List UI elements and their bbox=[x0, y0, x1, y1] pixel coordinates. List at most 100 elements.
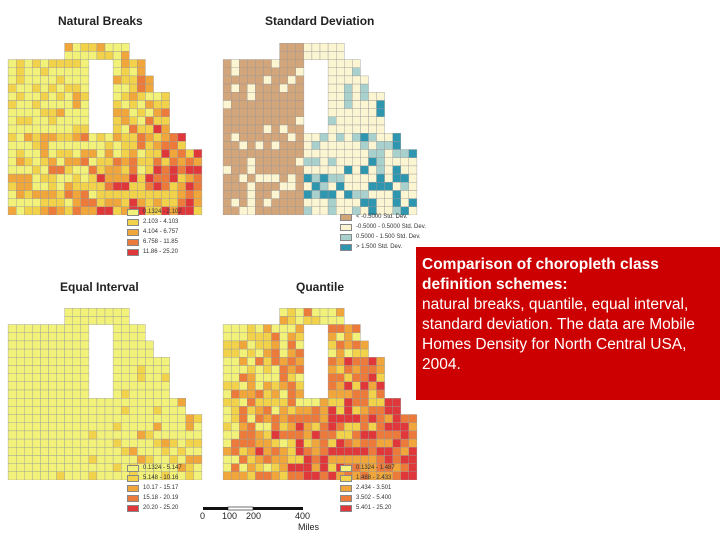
county-cell bbox=[360, 397, 369, 407]
county-cell bbox=[16, 381, 25, 391]
county-cell bbox=[392, 198, 401, 208]
county-cell bbox=[271, 414, 280, 423]
county-cell bbox=[145, 406, 154, 415]
county-cell bbox=[185, 430, 195, 440]
county-cell bbox=[335, 324, 345, 333]
county-cell bbox=[153, 389, 162, 399]
county-cell bbox=[400, 182, 410, 191]
county-cell bbox=[185, 206, 195, 215]
county-cell bbox=[231, 92, 240, 101]
county-cell bbox=[279, 165, 288, 175]
county-cell bbox=[24, 471, 33, 480]
county-cell bbox=[279, 340, 288, 350]
county-cell bbox=[263, 198, 272, 208]
county-cell bbox=[32, 357, 41, 366]
county-cell bbox=[137, 389, 146, 399]
county-cell bbox=[231, 206, 240, 215]
county-cell bbox=[368, 116, 377, 126]
county-cell bbox=[343, 430, 353, 440]
county-cell bbox=[343, 124, 353, 134]
county-cell bbox=[303, 430, 313, 440]
county-cell bbox=[193, 414, 203, 423]
county-cell bbox=[279, 307, 288, 317]
county-cell bbox=[239, 373, 248, 382]
county-cell bbox=[145, 83, 154, 93]
county-cell bbox=[64, 365, 73, 374]
county-cell bbox=[222, 59, 232, 68]
county-cell bbox=[32, 141, 41, 150]
county-cell bbox=[32, 397, 41, 407]
county-cell bbox=[193, 198, 203, 208]
county-cell bbox=[72, 59, 81, 68]
caption-body: natural breaks, quantile, equal interval… bbox=[422, 296, 695, 373]
county-cell bbox=[72, 149, 81, 158]
county-cell bbox=[32, 75, 41, 85]
county-cell bbox=[279, 422, 288, 432]
county-cell bbox=[64, 100, 73, 109]
county-cell bbox=[287, 92, 296, 101]
county-cell bbox=[222, 198, 232, 208]
county-cell bbox=[177, 422, 186, 432]
county-cell bbox=[231, 324, 240, 333]
county-cell bbox=[360, 92, 369, 101]
county-cell bbox=[222, 357, 232, 366]
county-cell bbox=[287, 182, 296, 191]
county-cell bbox=[222, 463, 232, 473]
legend-label: 2.434 - 3.501 bbox=[356, 485, 392, 491]
county-cell bbox=[48, 100, 57, 109]
county-cell bbox=[271, 190, 280, 199]
county-cell bbox=[376, 124, 385, 134]
county-cell bbox=[72, 198, 81, 208]
county-cell bbox=[48, 406, 57, 415]
county-cell bbox=[400, 198, 410, 208]
legend-item: 0.1324 - 2.102 bbox=[127, 207, 182, 217]
county-cell bbox=[16, 100, 25, 109]
county-cell bbox=[271, 389, 280, 399]
county-cell bbox=[231, 397, 240, 407]
county-cell bbox=[239, 67, 248, 77]
county-cell bbox=[255, 365, 264, 374]
county-cell bbox=[287, 463, 296, 473]
county-cell bbox=[128, 100, 138, 109]
county-cell bbox=[335, 357, 345, 366]
county-cell bbox=[48, 348, 57, 358]
county-cell bbox=[263, 67, 272, 77]
county-cell bbox=[287, 100, 296, 109]
county-cell bbox=[120, 389, 130, 399]
county-cell bbox=[263, 332, 272, 342]
county-cell bbox=[80, 182, 90, 191]
county-cell bbox=[247, 455, 256, 464]
county-cell bbox=[352, 92, 361, 101]
county-cell bbox=[408, 149, 418, 158]
county-cell bbox=[112, 116, 122, 126]
county-cell bbox=[112, 365, 122, 374]
county-cell bbox=[88, 397, 98, 407]
county-cell bbox=[376, 389, 385, 399]
county-cell bbox=[40, 381, 49, 391]
county-cell bbox=[400, 463, 410, 473]
county-cell bbox=[24, 59, 33, 68]
county-cell bbox=[384, 182, 393, 191]
county-cell bbox=[279, 149, 288, 158]
county-cell bbox=[48, 332, 57, 342]
county-cell bbox=[72, 340, 81, 350]
county-cell bbox=[327, 422, 337, 432]
county-cell bbox=[128, 59, 138, 68]
county-cell bbox=[24, 389, 33, 399]
legend-swatch bbox=[340, 233, 352, 241]
county-cell bbox=[145, 141, 154, 150]
county-cell bbox=[295, 190, 305, 199]
county-cell bbox=[384, 157, 393, 167]
county-cell bbox=[112, 182, 122, 191]
county-cell bbox=[311, 316, 321, 325]
county-cell bbox=[32, 108, 41, 117]
county-cell bbox=[255, 149, 264, 158]
county-cell bbox=[177, 198, 186, 208]
county-cell bbox=[40, 141, 49, 150]
county-cell bbox=[112, 67, 122, 77]
county-cell bbox=[112, 157, 122, 167]
county-cell bbox=[408, 471, 418, 480]
legend-label: 11.86 - 25.20 bbox=[143, 249, 178, 255]
county-cell bbox=[327, 116, 337, 126]
county-cell bbox=[120, 348, 130, 358]
